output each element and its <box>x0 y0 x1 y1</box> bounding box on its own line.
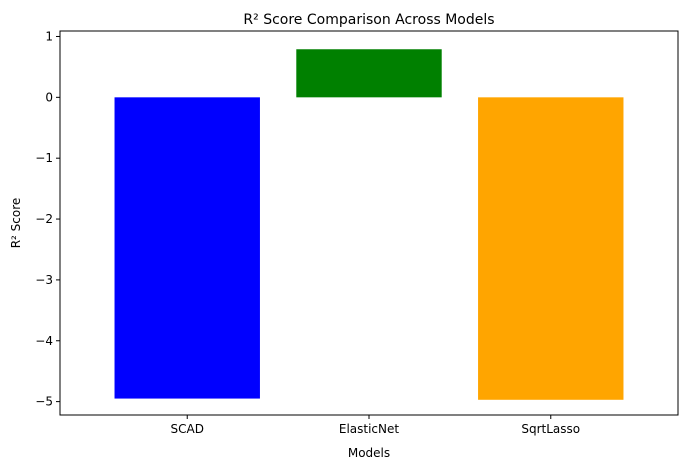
y-axis: 1 0 −1 −2 −3 −4 −5 <box>35 29 60 409</box>
y-tick-label: −4 <box>35 334 53 348</box>
chart-title: R² Score Comparison Across Models <box>243 12 494 28</box>
y-axis-title: R² Score <box>9 198 23 249</box>
x-tick-label: ElasticNet <box>339 422 400 436</box>
bars-group <box>114 49 624 400</box>
y-tick-label: −1 <box>35 151 53 165</box>
y-tick-label: 0 <box>45 90 53 104</box>
x-tick-label: SqrtLasso <box>521 422 580 436</box>
x-axis-title: Models <box>348 446 390 460</box>
y-tick-label: −3 <box>35 273 53 287</box>
x-tick-label: SCAD <box>171 422 204 436</box>
y-tick-label: −2 <box>35 212 53 226</box>
y-tick-label: −5 <box>35 395 53 409</box>
bar-elasticnet <box>296 49 442 98</box>
bar-scad <box>114 97 260 399</box>
x-axis: SCAD ElasticNet SqrtLasso <box>171 415 580 436</box>
y-tick-label: 1 <box>45 29 53 43</box>
bar-sqrtlasso <box>478 97 624 400</box>
